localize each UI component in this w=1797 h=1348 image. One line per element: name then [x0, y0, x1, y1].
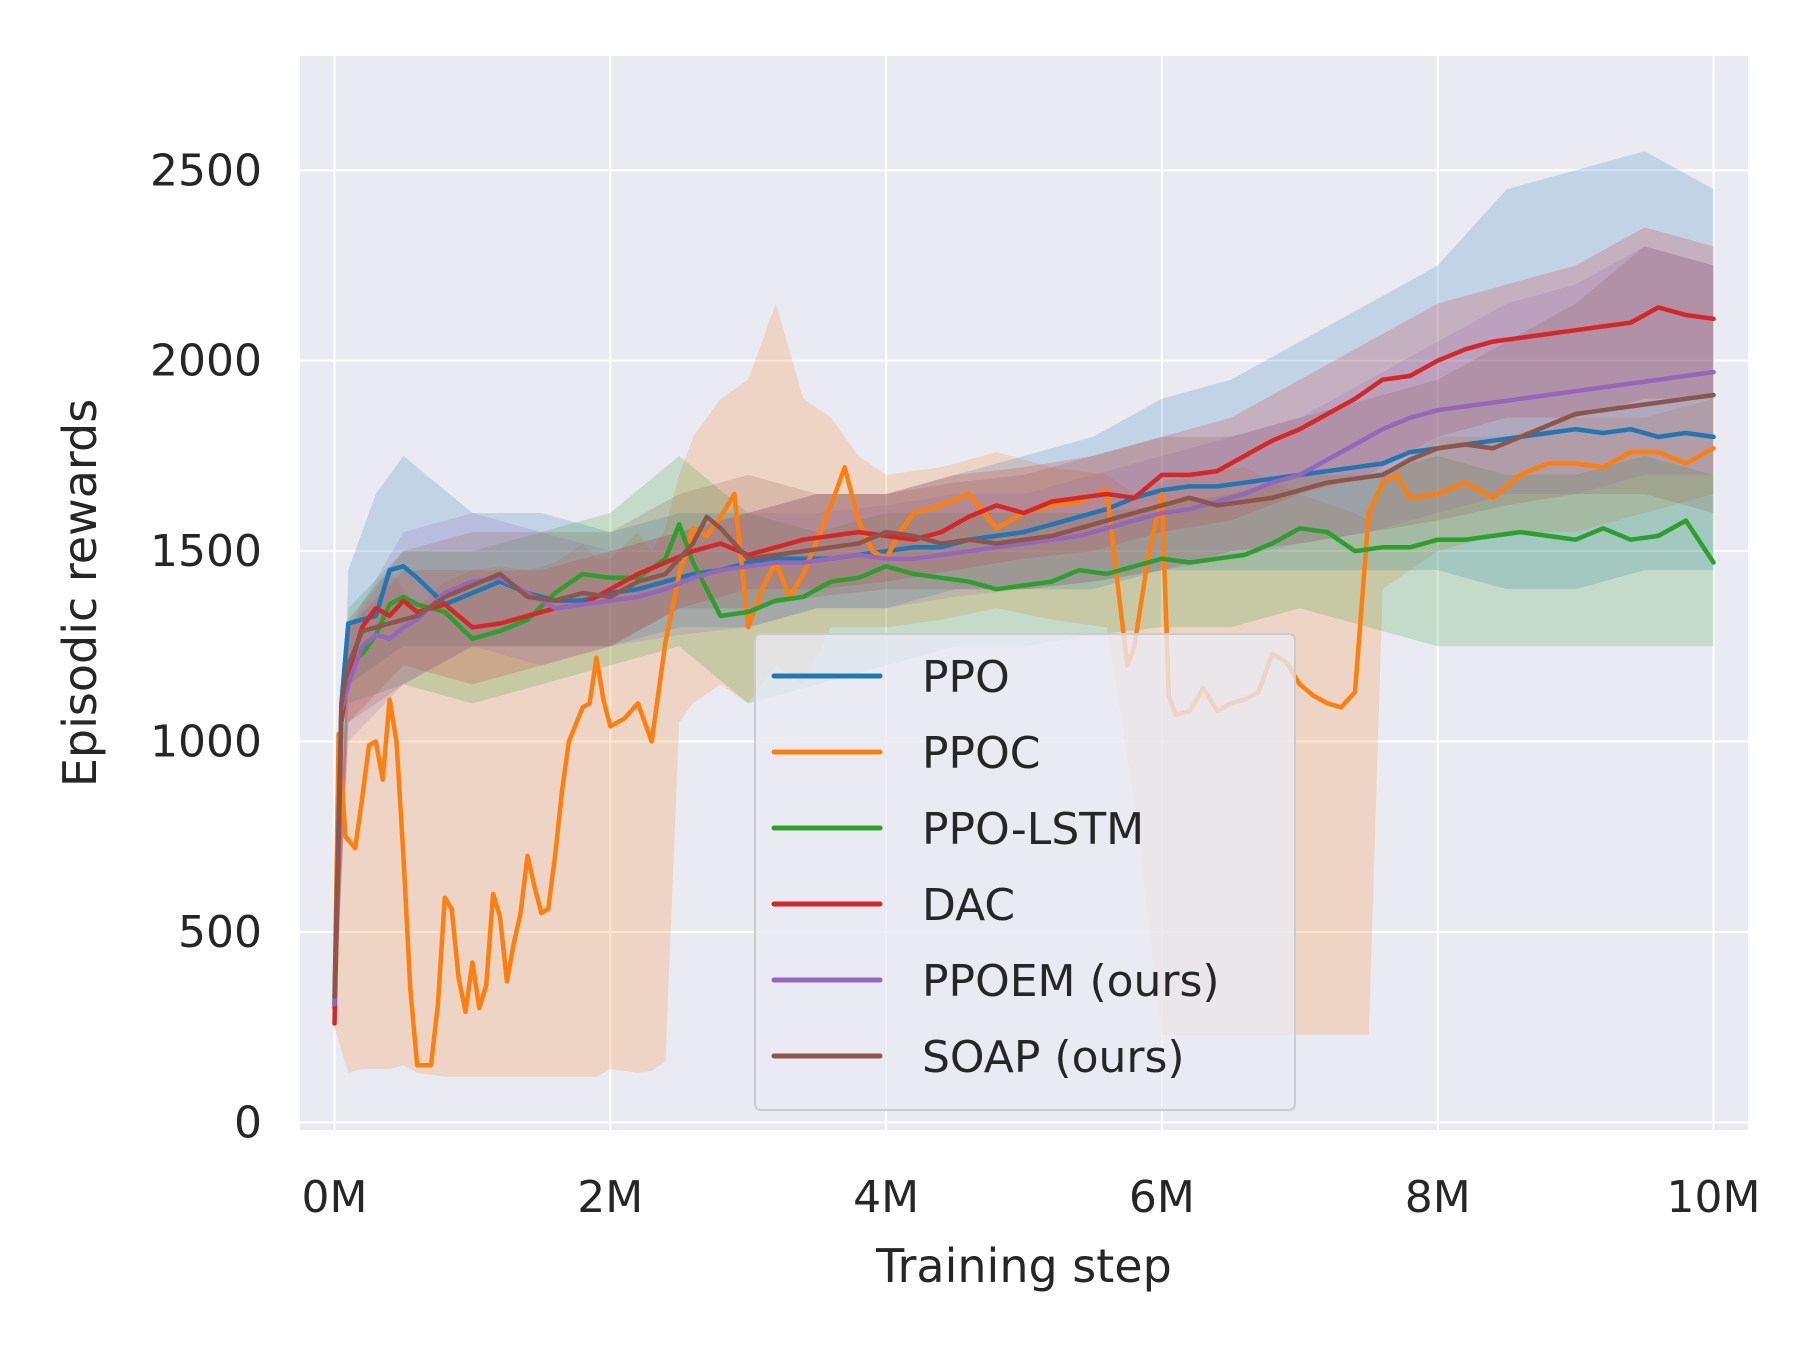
band-ppoem-ours [334, 246, 1714, 1028]
legend: PPO PPOC PPO-LSTM DAC PPOEM (ours) SOAP (ours… [754, 633, 1296, 1111]
legend-item: PPOC [771, 728, 1040, 779]
y-axis-title: Episodic rewards [53, 399, 107, 787]
y-tick-label: 1500 [150, 526, 262, 577]
band-ppo [334, 151, 1714, 1028]
x-tick-label: 0M [301, 1172, 367, 1223]
legend-frame [754, 633, 1296, 1111]
band-soap-ours [334, 246, 1714, 1028]
legend-label: DAC [922, 880, 1015, 931]
x-tick-label: 10M [1667, 1172, 1761, 1223]
legend-label: PPO-LSTM [922, 804, 1144, 855]
legend-label: PPOEM (ours) [922, 956, 1220, 1007]
legend-label: PPOC [922, 728, 1040, 779]
y-tick-label: 2000 [150, 336, 262, 387]
legend-label: SOAP (ours) [922, 1032, 1185, 1083]
band-ppoc [334, 303, 1714, 1077]
y-tick-label: 500 [178, 907, 262, 958]
legend-label: PPO [922, 652, 1010, 703]
y-tick-label: 0 [234, 1097, 262, 1148]
band-dac [334, 227, 1714, 1039]
tick-labels: 0M 2M 4M 6M 8M 10M 0 500 1000 1500 2000 2500 [150, 145, 1760, 1223]
series-line-dac [332, 305, 1716, 1026]
x-tick-label: 4M [853, 1172, 919, 1223]
x-tick-label: 6M [1129, 1172, 1195, 1223]
legend-item: PPO-LSTM [771, 804, 1144, 855]
x-axis-title: Training step [875, 1239, 1172, 1293]
y-tick-label: 2500 [150, 145, 262, 196]
confidence-bands [334, 151, 1714, 1077]
series-line-soap-ours [332, 392, 1716, 999]
legend-item: PPO [771, 652, 1010, 703]
series-line-ppoem-ours [332, 369, 1716, 1007]
band-ppo-lstm [334, 455, 1714, 1028]
y-tick-label: 1000 [150, 717, 262, 768]
legend-item: PPOEM (ours) [771, 956, 1220, 1007]
legend-item: SOAP (ours) [771, 1032, 1185, 1083]
legend-item: DAC [771, 880, 1015, 931]
series-lines [332, 305, 1716, 1068]
x-tick-label: 8M [1405, 1172, 1471, 1223]
series-line-ppo-lstm [332, 518, 1716, 1007]
x-tick-label: 2M [577, 1172, 643, 1223]
